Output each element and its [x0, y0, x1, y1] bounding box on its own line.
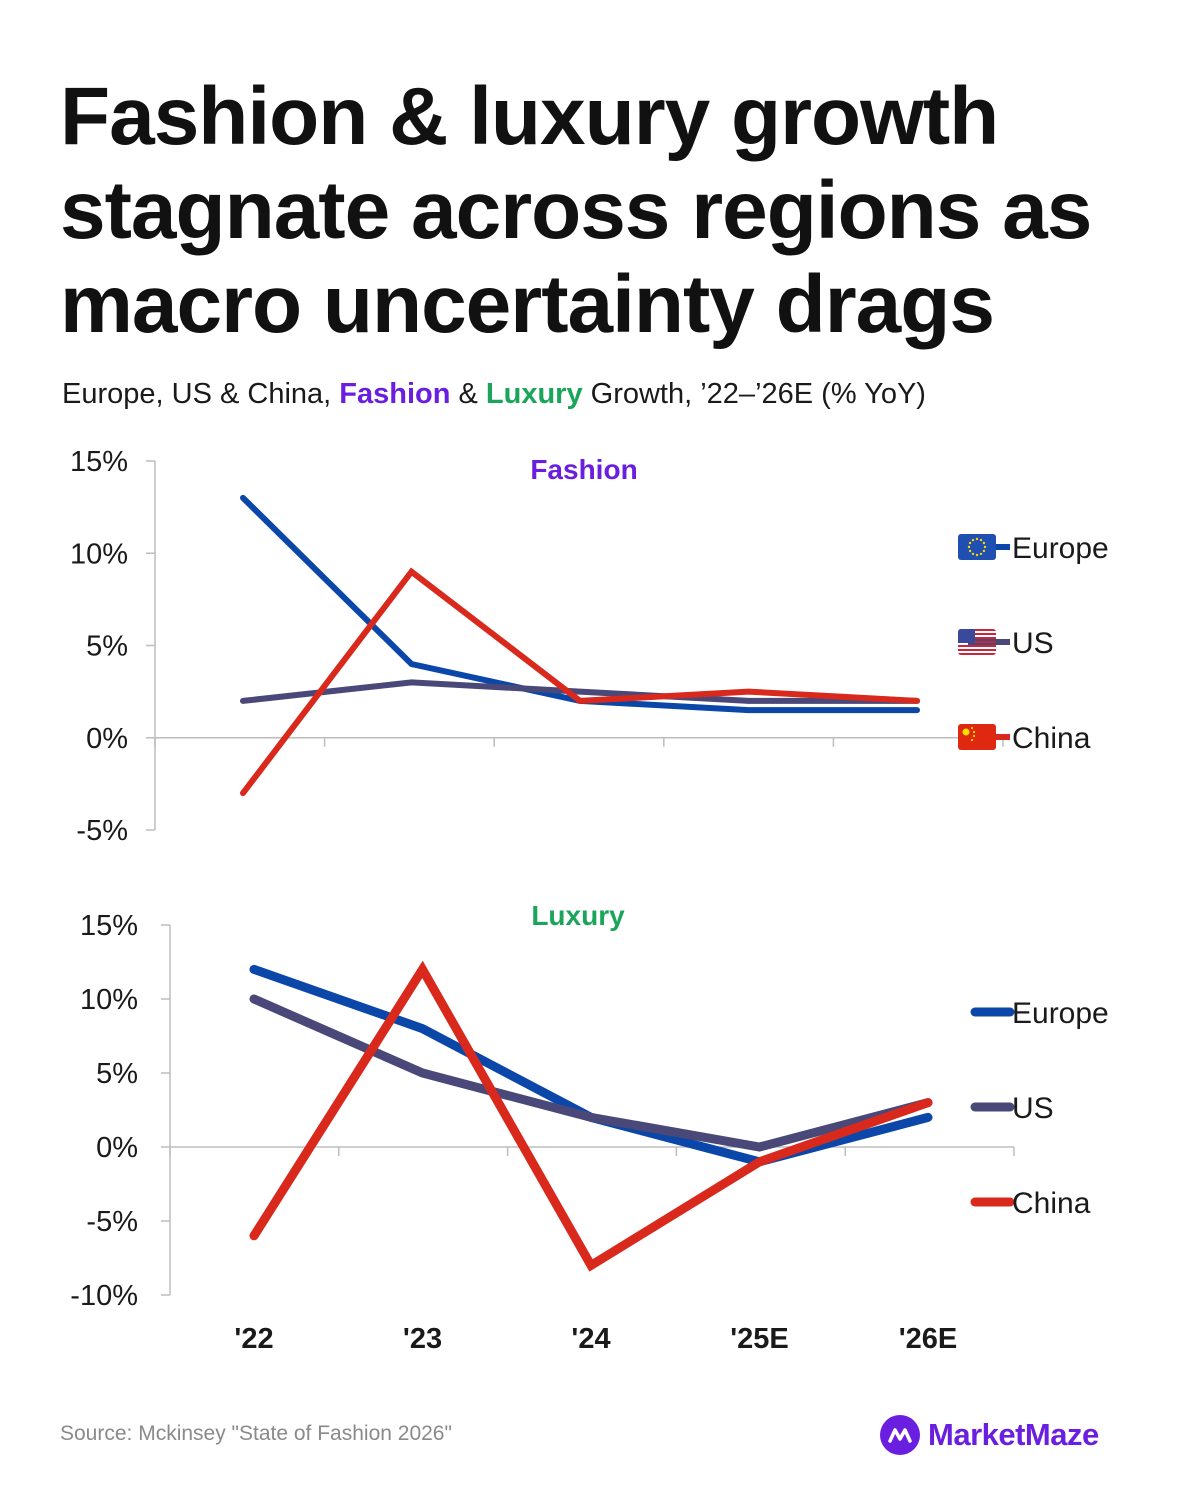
- luxury-legend-label-us: US: [1012, 1092, 1054, 1125]
- page-title: Fashion & luxury growth stagnate across …: [60, 71, 1092, 350]
- china-flag-small-star: [970, 726, 974, 730]
- subtitle-fashion: Fashion: [339, 378, 451, 410]
- brand-name: MarketMaze: [928, 1417, 1099, 1452]
- eu-flag-star: [983, 545, 987, 549]
- fashion-y-tick-label: 10%: [70, 538, 128, 570]
- fashion-y-tick-label: 5%: [86, 631, 128, 663]
- source-note: Source: Mckinsey "State of Fashion 2026": [60, 1422, 452, 1445]
- x-tick-label-24: '24: [571, 1323, 610, 1355]
- eu-flag-star: [971, 552, 975, 556]
- luxury-y-tick-label: -5%: [86, 1206, 138, 1238]
- us-flag-body: [958, 629, 996, 655]
- luxury-y-tick-label: 5%: [96, 1058, 138, 1090]
- eu-flag-star: [982, 549, 986, 553]
- us-flag-stripe: [958, 641, 996, 643]
- x-tick-label-26e: '26E: [899, 1323, 958, 1355]
- subtitle-suffix: Growth, ’22–’26E (% YoY): [582, 378, 926, 410]
- subtitle: Europe, US & China, Fashion & Luxury Gro…: [62, 378, 1162, 411]
- subtitle-prefix: Europe, US & China,: [62, 378, 340, 410]
- eu-flag-star: [975, 537, 979, 541]
- china-flag-small-star: [972, 730, 976, 734]
- eu-flag-star: [982, 541, 986, 545]
- us-flag-stripe: [958, 633, 996, 635]
- china-flag-field: [958, 724, 996, 750]
- x-tick-label-25e: '25E: [730, 1323, 789, 1355]
- fashion-chart-title: Fashion: [530, 454, 637, 485]
- us-flag-stripe: [958, 637, 996, 639]
- us-flag-stripe: [958, 653, 996, 655]
- luxury-y-tick-label: 0%: [96, 1132, 138, 1164]
- us-flag-stripe: [958, 649, 996, 651]
- subtitle-middle: &: [450, 378, 486, 410]
- luxury-chart-title: Luxury: [531, 900, 625, 931]
- eu-flag-star: [968, 541, 972, 545]
- fashion-legend-label-china: China: [1012, 722, 1091, 755]
- luxury-legend-label-europe: Europe: [1012, 997, 1109, 1030]
- fashion-series-us: [240, 679, 920, 704]
- eu-flag-icon: [958, 534, 996, 560]
- subtitle-luxury: Luxury: [485, 378, 583, 410]
- china-flag-small-star: [972, 734, 976, 738]
- eu-flag-star: [975, 553, 979, 557]
- brand-logo-icon: [880, 1415, 920, 1455]
- eu-flag-star: [968, 549, 972, 553]
- us-flag-stripe: [958, 629, 996, 631]
- us-flag-stripe: [958, 645, 996, 647]
- luxury-y-tick-label: 15%: [80, 910, 138, 942]
- fashion-y-tick-label: 15%: [70, 446, 128, 478]
- fashion-series-europe: [240, 494, 920, 714]
- x-tick-label-22: '22: [234, 1323, 273, 1355]
- luxury-y-tick-label: -10%: [70, 1280, 138, 1312]
- fashion-series-china: [240, 567, 920, 797]
- china-flag-star: [962, 728, 970, 736]
- fashion-legend-label-us: US: [1012, 627, 1054, 660]
- fashion-y-tick-label: 0%: [86, 723, 128, 755]
- luxury-y-tick-label: 10%: [80, 984, 138, 1016]
- china-flag-icon: [958, 724, 996, 750]
- us-flag-canton: [958, 629, 975, 643]
- china-flag-small-star: [970, 738, 974, 742]
- luxury-legend-label-china: China: [1012, 1187, 1091, 1220]
- x-tick-label-23: '23: [403, 1323, 442, 1355]
- fashion-y-tick-label: -5%: [76, 815, 128, 847]
- us-flag-icon: [958, 629, 996, 655]
- eu-flag-star: [979, 552, 983, 556]
- brand: MarketMaze: [880, 1412, 1099, 1458]
- eu-flag-star: [979, 538, 983, 542]
- eu-flag-star: [971, 538, 975, 542]
- eu-flag-field: [958, 534, 996, 560]
- charts-canvas: Fashion 15% 10% 5% 0% -5% Europe US China Luxury 1…: [70, 446, 1109, 1355]
- eu-flag-star: [967, 545, 971, 549]
- fashion-legend-label-europe: Europe: [1012, 532, 1109, 565]
